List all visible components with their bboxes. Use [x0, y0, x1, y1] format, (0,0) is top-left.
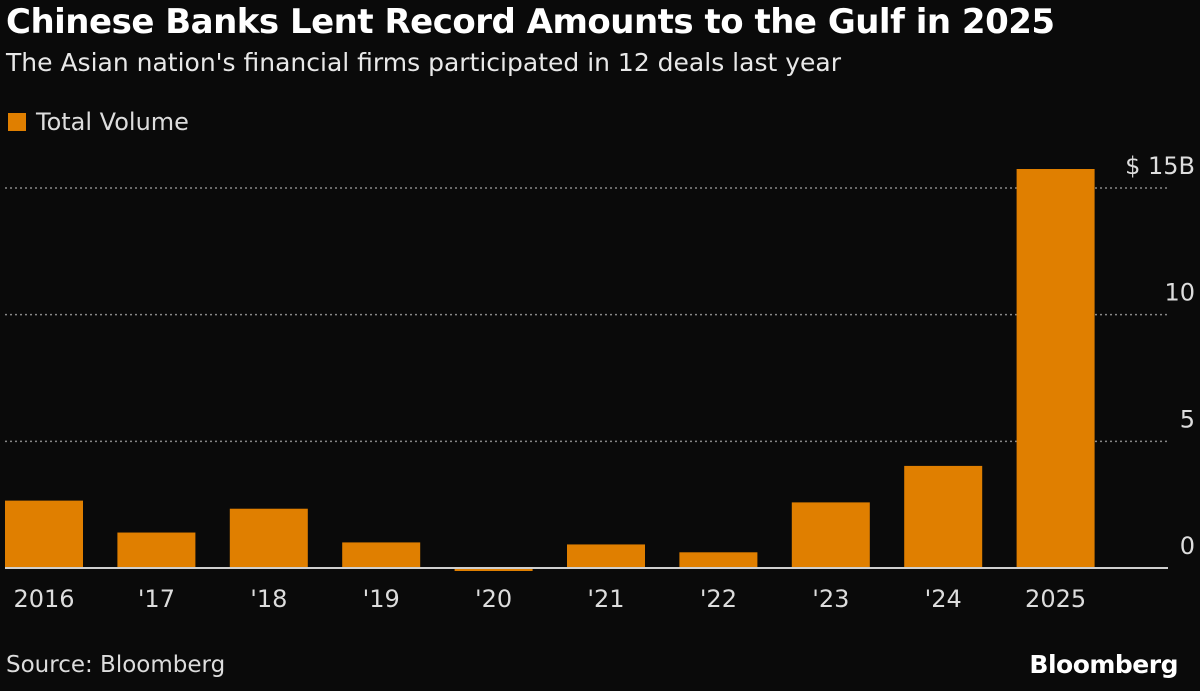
source-note: Source: Bloomberg: [6, 652, 226, 678]
bar: [567, 544, 645, 568]
bar: [791, 502, 870, 568]
x-tick-label: 2025: [1025, 585, 1086, 613]
legend-label: Total Volume: [36, 108, 189, 136]
x-tick-label: '22: [700, 585, 737, 613]
y-tick-label: 5: [1180, 405, 1195, 433]
bar: [5, 500, 83, 568]
y-tick-label: 0: [1180, 532, 1195, 560]
x-tick-label: '20: [475, 585, 512, 613]
x-tick-label: 2016: [13, 585, 74, 613]
bar: [342, 542, 421, 568]
x-tick-label: '23: [812, 585, 849, 613]
chart-title: Chinese Banks Lent Record Amounts to the…: [6, 2, 1055, 42]
legend: Total Volume: [8, 108, 189, 136]
legend-swatch: [8, 113, 26, 131]
x-tick-label: '19: [363, 585, 400, 613]
x-tick-label: '24: [925, 585, 962, 613]
bar: [1016, 169, 1095, 568]
bloomberg-logo: Bloomberg: [1029, 650, 1178, 679]
bar: [679, 552, 758, 568]
bar: [904, 465, 983, 568]
y-tick-label: 10: [1164, 279, 1195, 307]
bar: [117, 532, 196, 568]
y-tick-label: $ 15B: [1125, 152, 1195, 180]
x-tick-label: '21: [587, 585, 624, 613]
bar: [229, 508, 308, 568]
x-tick-label: '17: [138, 585, 175, 613]
x-tick-label: '18: [250, 585, 287, 613]
chart-subtitle: The Asian nation's financial firms parti…: [6, 48, 841, 77]
